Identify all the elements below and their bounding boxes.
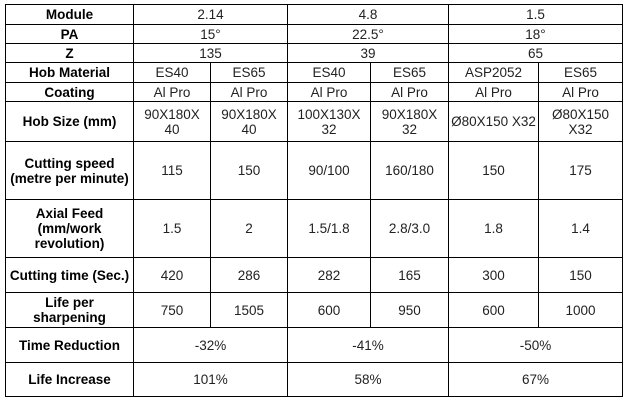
table-cell: 1.5/1.8 bbox=[287, 199, 371, 258]
table-cell: 150 bbox=[448, 141, 539, 200]
table-cell: Al Pro bbox=[370, 82, 449, 102]
table-cell: Al Pro bbox=[133, 82, 211, 102]
table-cell: 90X180X 40 bbox=[210, 101, 288, 142]
row-header: Life Increase bbox=[5, 362, 134, 397]
table-cell: Al Pro bbox=[448, 82, 539, 102]
row-header: Hob Material bbox=[5, 62, 134, 83]
table-cell: 1.5 bbox=[448, 4, 623, 25]
table-cell: 2.14 bbox=[133, 4, 288, 25]
table-row-coating: Coating Al Pro Al Pro Al Pro Al Pro Al Pro Al … bbox=[5, 82, 623, 102]
row-header: Time Reduction bbox=[5, 327, 134, 363]
table-cell: ES65 bbox=[538, 62, 623, 83]
table-cell: 1.4 bbox=[538, 199, 623, 258]
row-header: Cutting time (Sec.) bbox=[5, 257, 134, 293]
table-cell: ES65 bbox=[370, 62, 449, 83]
table-cell: -50% bbox=[448, 327, 623, 363]
table-cell: 67% bbox=[448, 362, 623, 397]
table-cell: 58% bbox=[287, 362, 449, 397]
row-header: Module bbox=[5, 4, 134, 25]
table-cell: ES40 bbox=[287, 62, 371, 83]
table-cell: 600 bbox=[448, 292, 539, 328]
table-cell: 39 bbox=[287, 43, 449, 63]
table-row-pa: PA 15° 22.5° 18° bbox=[5, 24, 623, 44]
row-header: Life per sharpening bbox=[5, 292, 134, 328]
table-cell: -32% bbox=[133, 327, 288, 363]
row-header: Coating bbox=[5, 82, 134, 102]
table-cell: 18° bbox=[448, 24, 623, 44]
table-cell: 90X180X 32 bbox=[370, 101, 449, 142]
table-row-module: Module 2.14 4.8 1.5 bbox=[5, 4, 623, 25]
table-row-time-reduction: Time Reduction -32% -41% -50% bbox=[5, 327, 623, 363]
table-cell: 65 bbox=[448, 43, 623, 63]
hob-comparison-table: Module 2.14 4.8 1.5 PA 15° 22.5° 18° Z 135 39 65 Hob… bbox=[5, 4, 623, 397]
table-cell: ES40 bbox=[133, 62, 211, 83]
table-cell: ES65 bbox=[210, 62, 288, 83]
table-row-z: Z 135 39 65 bbox=[5, 43, 623, 63]
table-cell: 1.8 bbox=[448, 199, 539, 258]
table-cell: 282 bbox=[287, 257, 371, 293]
table-cell: Ø80X150 X32 bbox=[538, 101, 623, 142]
table-cell: Ø80X150 X32 bbox=[448, 101, 539, 142]
table-row-cutting-speed: Cutting speed (metre per minute) 115 150 90… bbox=[5, 141, 623, 200]
row-header: Axial Feed (mm/work revolution) bbox=[5, 199, 134, 258]
table-cell: 100X130X 32 bbox=[287, 101, 371, 142]
table-cell: 2 bbox=[210, 199, 288, 258]
table-row-hob-size: Hob Size (mm) 90X180X 40 90X180X 40 100X130… bbox=[5, 101, 623, 142]
table-cell: Al Pro bbox=[538, 82, 623, 102]
table-cell: 2.8/3.0 bbox=[370, 199, 449, 258]
table-row-axial-feed: Axial Feed (mm/work revolution) 1.5 2 1.5/1… bbox=[5, 199, 623, 258]
table-cell: 4.8 bbox=[287, 4, 449, 25]
table-cell: 165 bbox=[370, 257, 449, 293]
table-cell: 90X180X 40 bbox=[133, 101, 211, 142]
table-cell: 22.5° bbox=[287, 24, 449, 44]
table-cell: 1505 bbox=[210, 292, 288, 328]
table-cell: 115 bbox=[133, 141, 211, 200]
table-cell: 286 bbox=[210, 257, 288, 293]
table-cell: 420 bbox=[133, 257, 211, 293]
row-header: Z bbox=[5, 43, 134, 63]
row-header: PA bbox=[5, 24, 134, 44]
table-cell: 600 bbox=[287, 292, 371, 328]
table-cell: -41% bbox=[287, 327, 449, 363]
table-cell: 101% bbox=[133, 362, 288, 397]
table-row-life-increase: Life Increase 101% 58% 67% bbox=[5, 362, 623, 397]
row-header: Hob Size (mm) bbox=[5, 101, 134, 142]
table-row-life: Life per sharpening 750 1505 600 950 600 1000 bbox=[5, 292, 623, 328]
table-cell: 1000 bbox=[538, 292, 623, 328]
table-cell: 90/100 bbox=[287, 141, 371, 200]
table-cell: 150 bbox=[210, 141, 288, 200]
row-header: Cutting speed (metre per minute) bbox=[5, 141, 134, 200]
table-cell: 300 bbox=[448, 257, 539, 293]
table-cell: 750 bbox=[133, 292, 211, 328]
table-row-cutting-time: Cutting time (Sec.) 420 286 282 165 300 150 bbox=[5, 257, 623, 293]
table-cell: 1.5 bbox=[133, 199, 211, 258]
table-cell: 160/180 bbox=[370, 141, 449, 200]
table-cell: 150 bbox=[538, 257, 623, 293]
table-row-hob-material: Hob Material ES40 ES65 ES40 ES65 ASP2052 ES65 bbox=[5, 62, 623, 83]
table-cell: ASP2052 bbox=[448, 62, 539, 83]
table-cell: 135 bbox=[133, 43, 288, 63]
table-cell: Al Pro bbox=[287, 82, 371, 102]
table-cell: 15° bbox=[133, 24, 288, 44]
table-cell: Al Pro bbox=[210, 82, 288, 102]
table-cell: 175 bbox=[538, 141, 623, 200]
table-cell: 950 bbox=[370, 292, 449, 328]
